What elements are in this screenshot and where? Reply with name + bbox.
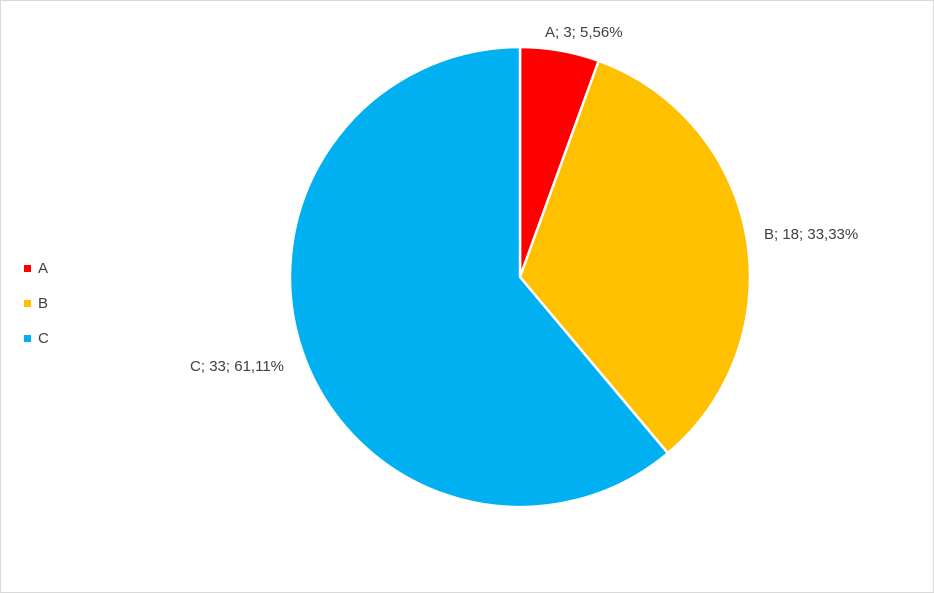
pie-slices xyxy=(288,45,752,509)
data-label-b: B; 18; 33,33% xyxy=(764,226,858,243)
legend-swatch-b xyxy=(24,300,31,307)
legend-label-c: C xyxy=(38,330,49,347)
legend-swatch-c xyxy=(24,335,31,342)
legend-label-b: B xyxy=(38,295,49,312)
legend-label-a: A xyxy=(38,260,49,277)
legend-item-c: C xyxy=(24,321,49,356)
pie-slice-c xyxy=(288,45,670,509)
pie-slice-b xyxy=(518,59,752,455)
legend-item-a: A xyxy=(24,251,49,286)
legend: A B C xyxy=(24,251,49,356)
data-label-a: A; 3; 5,56% xyxy=(545,24,623,41)
pie-data-labels: A; 3; 5,56% B; 18; 33,33% C; 33; 61,11% xyxy=(190,24,858,375)
data-label-c: C; 33; 61,11% xyxy=(190,358,284,375)
legend-item-b: B xyxy=(24,286,49,321)
legend-swatch-a xyxy=(24,265,31,272)
